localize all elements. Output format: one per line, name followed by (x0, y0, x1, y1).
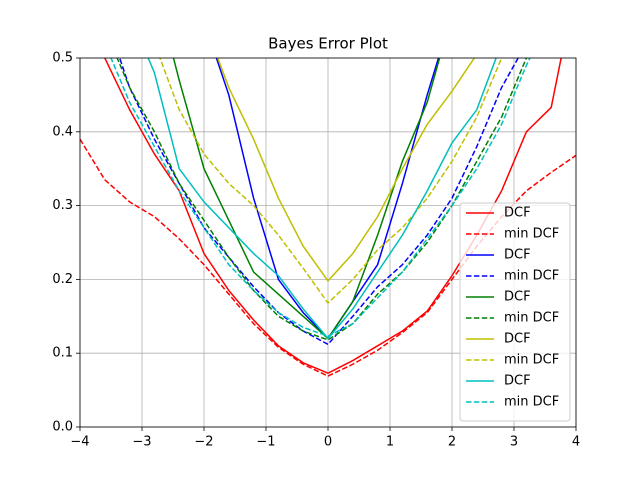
legend-label: min DCF (504, 269, 559, 284)
series-line (216, 58, 476, 283)
series-line (80, 138, 576, 377)
axes-frame (79, 57, 577, 428)
legend-label: DCF (504, 206, 531, 221)
legend-label: min DCF (504, 395, 559, 410)
x-tick-label: −2 (194, 435, 213, 450)
x-tick-label: 0 (324, 435, 332, 450)
y-tick-label: 0.5 (52, 51, 73, 66)
chart-title: Bayes Error Plot (268, 35, 388, 53)
legend-label: DCF (504, 290, 531, 305)
legend-label: min DCF (504, 353, 559, 368)
legend-label: DCF (504, 374, 531, 389)
x-tick-label: −3 (132, 435, 151, 450)
y-tick-label: 0.2 (52, 272, 73, 287)
plot-area (80, 58, 576, 377)
legend-label: min DCF (504, 227, 559, 242)
x-tick-label: −1 (256, 435, 275, 450)
x-tick-label: 4 (572, 435, 580, 450)
series-line (159, 58, 503, 305)
x-tick-label: 2 (448, 435, 456, 450)
x-tick-label: −4 (70, 435, 89, 450)
y-tick-label: 0.1 (52, 346, 73, 361)
series-line (147, 58, 497, 340)
series-line (118, 58, 519, 346)
x-tick-label: 3 (510, 435, 518, 450)
series-line (110, 58, 531, 338)
legend-box (459, 202, 571, 422)
legend-label: min DCF (504, 311, 559, 326)
y-tick-label: 0.3 (52, 198, 73, 213)
y-tick-label: 0.0 (52, 420, 73, 435)
y-tick-label: 0.4 (52, 124, 73, 139)
series-line (116, 58, 528, 341)
legend-label: DCF (504, 332, 531, 347)
x-tick-label: 1 (386, 435, 394, 450)
legend-label: DCF (504, 248, 531, 263)
